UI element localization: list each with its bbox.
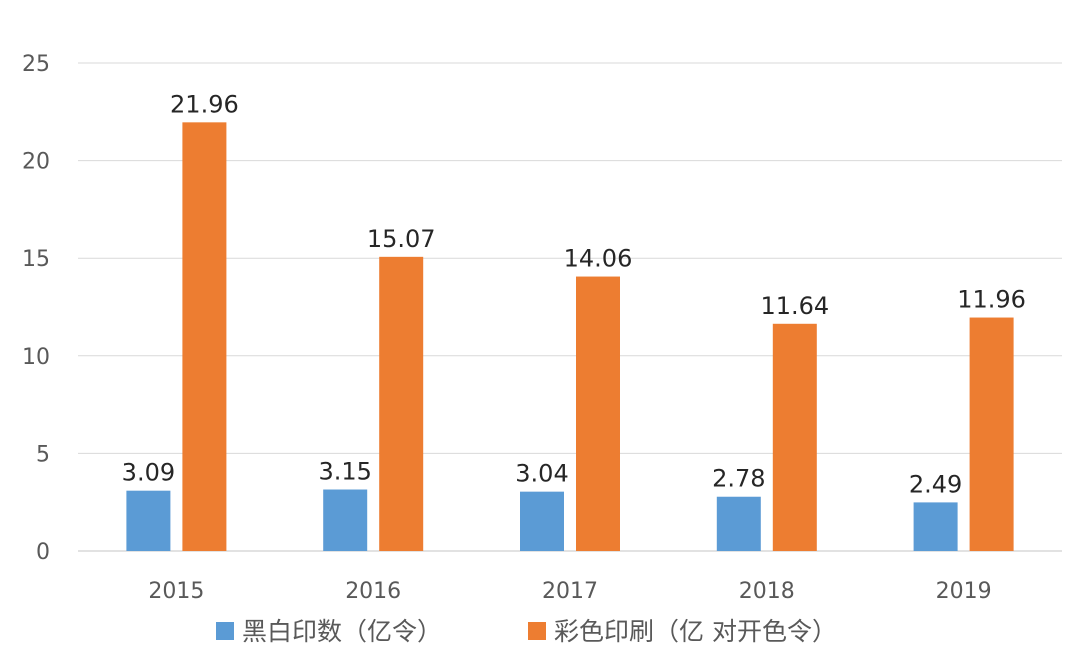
bar-color-2016 <box>379 256 424 551</box>
y-tick-label: 15 <box>22 247 50 272</box>
x-tick-label: 2019 <box>936 579 992 604</box>
bar-black-white-2015 <box>126 490 171 551</box>
data-label: 15.07 <box>367 225 436 253</box>
gridlines <box>78 62 1062 552</box>
legend-label-color: 彩色印刷（亿 对开色令） <box>554 617 837 646</box>
data-label: 11.64 <box>760 292 829 320</box>
data-label: 2.49 <box>909 470 962 498</box>
data-label: 14.06 <box>564 245 633 273</box>
x-axis-ticks: 2015 2016 2017 2018 2019 <box>148 579 991 604</box>
x-tick-label: 2016 <box>345 579 401 604</box>
legend-swatch-black-white <box>216 622 234 640</box>
x-tick-label: 2018 <box>739 579 795 604</box>
bar-black-white-2018 <box>716 496 761 551</box>
y-tick-label: 0 <box>36 540 50 565</box>
y-axis-ticks: 0 5 10 15 20 25 <box>22 52 50 565</box>
bar-black-white-2016 <box>323 489 368 551</box>
x-tick-label: 2015 <box>148 579 204 604</box>
bar-black-white-2019 <box>913 502 958 551</box>
y-tick-label: 10 <box>22 345 50 370</box>
data-label: 3.15 <box>318 458 371 486</box>
data-label: 11.96 <box>957 286 1026 314</box>
data-label: 3.09 <box>122 459 175 487</box>
bar-black-white-2017 <box>520 491 564 551</box>
x-tick-label: 2017 <box>542 579 598 604</box>
bar-color-2018 <box>772 323 817 551</box>
data-label: 3.04 <box>515 460 568 488</box>
legend-label-black-white: 黑白印数（亿令） <box>242 617 442 646</box>
y-tick-label: 20 <box>22 150 50 175</box>
bar-color-2015 <box>182 122 227 552</box>
legend: 黑白印数（亿令） 彩色印刷（亿 对开色令） <box>216 617 837 646</box>
y-tick-label: 5 <box>36 442 50 467</box>
bar-color-2017 <box>576 276 620 551</box>
data-label: 2.78 <box>712 465 765 493</box>
legend-swatch-color <box>528 622 546 640</box>
data-labels: 3.09 21.96 3.15 15.07 3.04 14.06 2.78 11.64 2.49… <box>122 90 1026 498</box>
bar-color-2019 <box>969 317 1014 551</box>
bars <box>126 122 1014 552</box>
data-label: 21.96 <box>170 90 239 118</box>
y-tick-label: 25 <box>22 52 50 77</box>
